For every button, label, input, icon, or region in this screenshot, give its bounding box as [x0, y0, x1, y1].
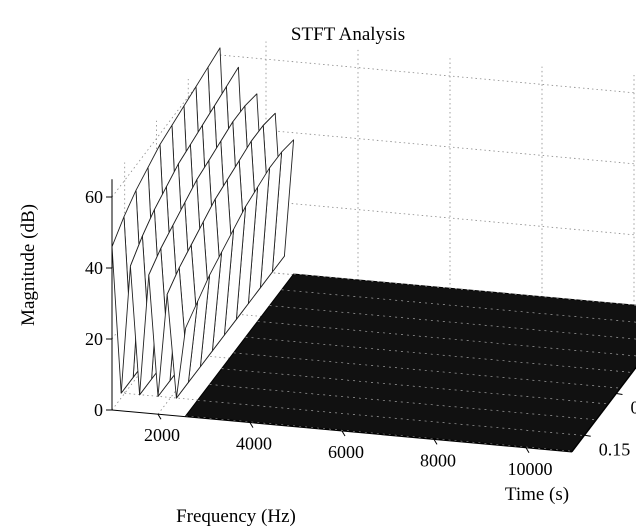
floor-surface-patch: [184, 273, 636, 452]
x-tick-label: 6000: [328, 442, 364, 462]
surface-facet: [175, 301, 199, 399]
y-tick-label: 0.1: [630, 398, 636, 418]
grid-line: [219, 196, 636, 236]
z-tick-label: 60: [85, 187, 103, 207]
floor-surface: [184, 273, 636, 452]
x-tick-mark: [157, 413, 162, 420]
x-tick-label: 2000: [144, 425, 180, 445]
grid-line: [219, 54, 636, 94]
x-tick-mark: [433, 439, 438, 445]
y-axis-label: Time (s): [505, 484, 569, 505]
y-tick-mark: [584, 434, 591, 437]
y-tick-label: 0.15: [599, 439, 631, 459]
x-tick-label: 4000: [236, 434, 272, 454]
z-tick-label: 0: [94, 400, 103, 420]
x-tick-label: 10000: [508, 459, 553, 479]
chart-title: STFT Analysis: [291, 24, 405, 45]
x-tick-mark: [341, 430, 346, 437]
x-tick-mark: [249, 422, 254, 428]
time-axis-line: [571, 367, 636, 453]
x-axis-label: Frequency (Hz): [176, 506, 296, 527]
surface-mesh: [111, 47, 295, 399]
grid-line: [219, 125, 636, 165]
z-tick-label: 20: [85, 329, 103, 349]
x-tick-label: 8000: [420, 450, 456, 470]
z-tick-label: 40: [85, 258, 103, 278]
y-tick-mark: [616, 393, 623, 396]
z-axis-label: Magnitude (dB): [18, 204, 39, 326]
x-tick-mark: [525, 447, 530, 454]
